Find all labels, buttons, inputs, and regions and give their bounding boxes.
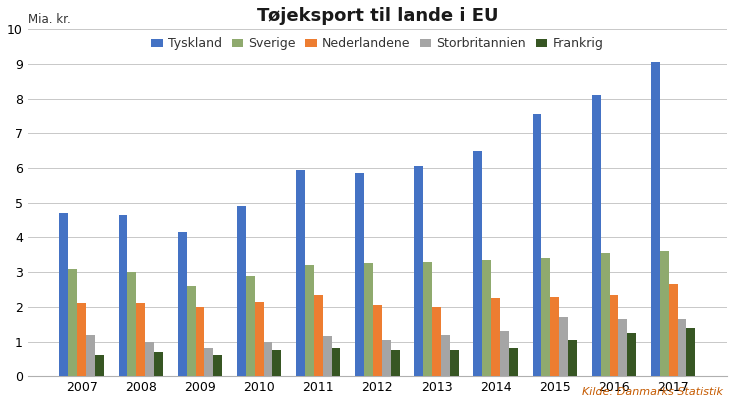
Bar (509, 348, 517, 376)
Bar (592, 95, 600, 376)
Bar (550, 297, 559, 376)
Bar (195, 307, 204, 376)
Bar (296, 170, 305, 376)
Bar (355, 173, 364, 376)
Bar (323, 336, 332, 376)
Bar (332, 348, 341, 376)
Bar (609, 295, 618, 376)
Bar (559, 317, 568, 376)
Legend: Tyskland, Sverige, Nederlandene, Storbritannien, Frankrig: Tyskland, Sverige, Nederlandene, Storbri… (151, 37, 603, 50)
Bar (86, 334, 95, 376)
Bar (305, 265, 314, 376)
Bar (441, 334, 450, 376)
Title: Tøjeksport til lande i EU: Tøjeksport til lande i EU (257, 7, 498, 25)
Bar (686, 328, 695, 376)
Bar (390, 350, 399, 376)
Bar (542, 258, 550, 376)
Bar (450, 350, 459, 376)
Bar (68, 269, 77, 376)
Bar (145, 342, 154, 376)
Bar (214, 355, 222, 376)
Bar (473, 151, 482, 376)
Bar (314, 295, 323, 376)
Bar (154, 352, 163, 376)
Bar (660, 251, 669, 376)
Bar (500, 331, 509, 376)
Bar (618, 319, 628, 376)
Bar (482, 260, 491, 376)
Bar (373, 305, 382, 376)
Bar (178, 232, 186, 376)
Bar (264, 342, 272, 376)
Bar (677, 319, 686, 376)
Bar (424, 262, 432, 376)
Bar (59, 213, 68, 376)
Bar (204, 348, 214, 376)
Bar (255, 302, 264, 376)
Bar (491, 298, 500, 376)
Bar (432, 307, 441, 376)
Bar (95, 355, 103, 376)
Bar (651, 62, 660, 376)
Bar (272, 350, 281, 376)
Bar (186, 286, 195, 376)
Text: Kilde: Danmarks Statistik: Kilde: Danmarks Statistik (582, 387, 723, 397)
Bar (600, 253, 609, 376)
Bar (382, 340, 390, 376)
Bar (669, 284, 677, 376)
Bar (364, 263, 373, 376)
Bar (137, 303, 145, 376)
Bar (77, 303, 86, 376)
Bar (414, 166, 424, 376)
Bar (119, 215, 128, 376)
Bar (246, 275, 255, 376)
Bar (128, 272, 137, 376)
Bar (533, 114, 542, 376)
Text: Mia. kr.: Mia. kr. (28, 13, 70, 26)
Bar (237, 206, 246, 376)
Bar (628, 333, 636, 376)
Bar (568, 340, 577, 376)
